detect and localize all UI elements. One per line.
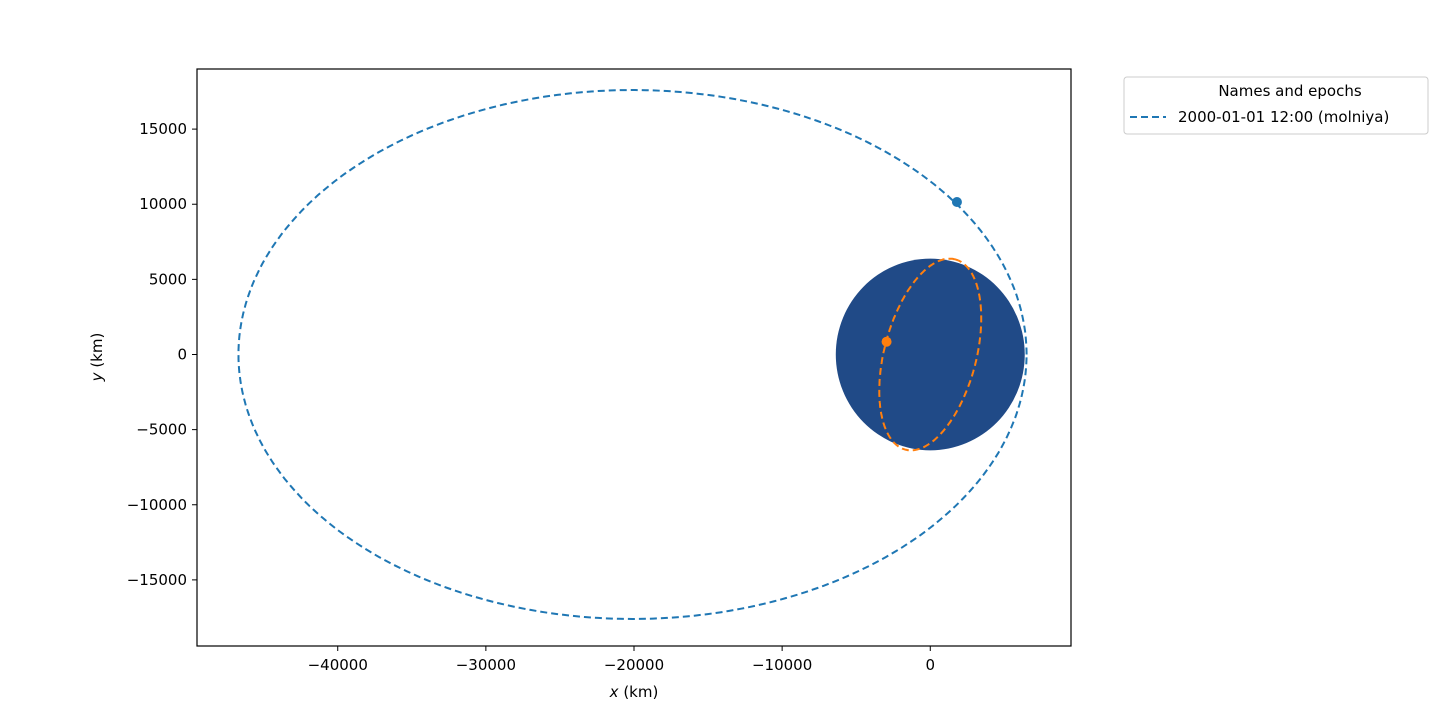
axes: −40000 −30000 −20000 −10000 0 −15000 −10000 −50… — [127, 68, 1072, 674]
orbit-position-marker-1 — [881, 336, 892, 347]
x-tick-label: −20000 — [604, 656, 664, 674]
x-axis-label: x (km) — [609, 683, 659, 701]
y-tick-label: 10000 — [139, 195, 187, 213]
x-tick-label: −10000 — [752, 656, 812, 674]
attractor-disk — [835, 258, 1025, 451]
legend-entry-molniya: 2000-01-01 12:00 (molniya) — [1178, 108, 1389, 126]
legend: Names and epochs 2000-01-01 12:00 (molni… — [1123, 76, 1429, 135]
y-tick-label: 0 — [177, 345, 187, 363]
x-tick-label: −30000 — [456, 656, 516, 674]
y-axis-label: y (km) — [88, 333, 106, 383]
y-tick-label: 15000 — [139, 120, 187, 138]
y-tick-label: −5000 — [136, 421, 187, 439]
y-tick-label: −10000 — [127, 496, 187, 514]
orbit-position-marker-0 — [951, 196, 962, 207]
plot-area — [237, 88, 1028, 621]
x-tick-label: 0 — [925, 656, 935, 674]
y-tick-label: −15000 — [127, 571, 187, 589]
legend-title: Names and epochs — [1218, 82, 1362, 100]
orbit-trajectory-1 — [878, 257, 983, 452]
legend-frame — [1123, 76, 1429, 135]
orbit-trajectory-0 — [237, 88, 1028, 621]
y-tick-label: 5000 — [149, 270, 187, 288]
x-tick-label: −40000 — [308, 656, 368, 674]
